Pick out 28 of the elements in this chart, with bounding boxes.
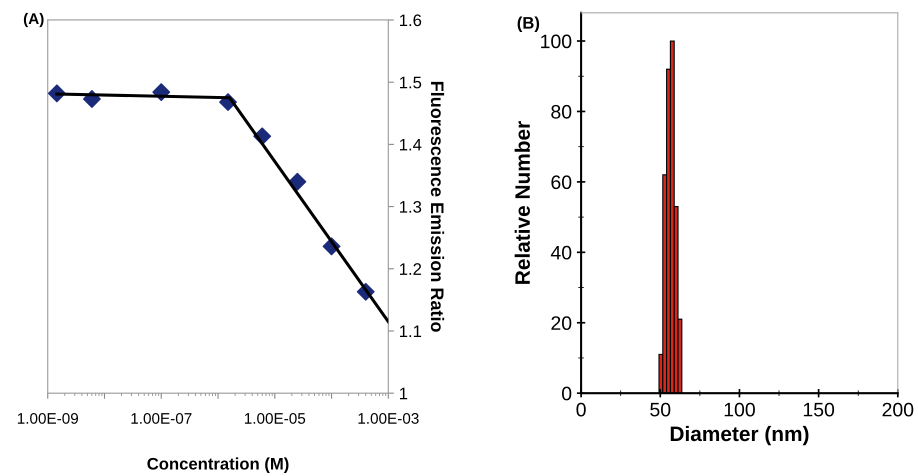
x-tick-label: 1.00E-07 bbox=[131, 413, 192, 424]
y-tick-label: 1.6 bbox=[400, 14, 422, 26]
y-tick-label: 1.3 bbox=[400, 200, 422, 213]
y-tick-label: 1.2 bbox=[400, 263, 422, 275]
y-axis-title: Fluorescence Emission Ratio bbox=[430, 82, 444, 332]
y-tick-label: 1.5 bbox=[400, 76, 422, 88]
y-tick-label: 40 bbox=[550, 246, 572, 260]
y-tick-label: 60 bbox=[551, 175, 572, 190]
y-tick-label: 100 bbox=[541, 34, 572, 48]
y-tick-label: 20 bbox=[551, 316, 572, 330]
x-axis-title: Diameter (nm) bbox=[670, 426, 808, 446]
x-tick-label: 1.00E-03 bbox=[358, 413, 419, 424]
y-tick-label: 80 bbox=[551, 104, 572, 119]
x-tick-label: 1.00E-09 bbox=[18, 413, 78, 424]
x-tick-label: 0 bbox=[576, 402, 586, 416]
x-tick-label: 100 bbox=[724, 402, 755, 416]
x-tick-label: 50 bbox=[650, 402, 670, 416]
chart-title: (A) bbox=[24, 12, 44, 28]
y-tick-label: 1 bbox=[400, 388, 408, 400]
y-tick-label: 1.1 bbox=[400, 326, 422, 338]
y-tick-label: 0 bbox=[562, 386, 572, 400]
x-axis-title: Concentration (M) bbox=[147, 457, 288, 473]
x-tick-label: 200 bbox=[882, 402, 914, 416]
y-tick-label: 1.4 bbox=[400, 138, 422, 150]
y-axis-title: Relative Number bbox=[514, 121, 530, 284]
x-tick-label: 150 bbox=[804, 402, 834, 416]
chart-title: (B) bbox=[518, 16, 540, 32]
x-tick-label: 1.00E-05 bbox=[244, 413, 306, 424]
